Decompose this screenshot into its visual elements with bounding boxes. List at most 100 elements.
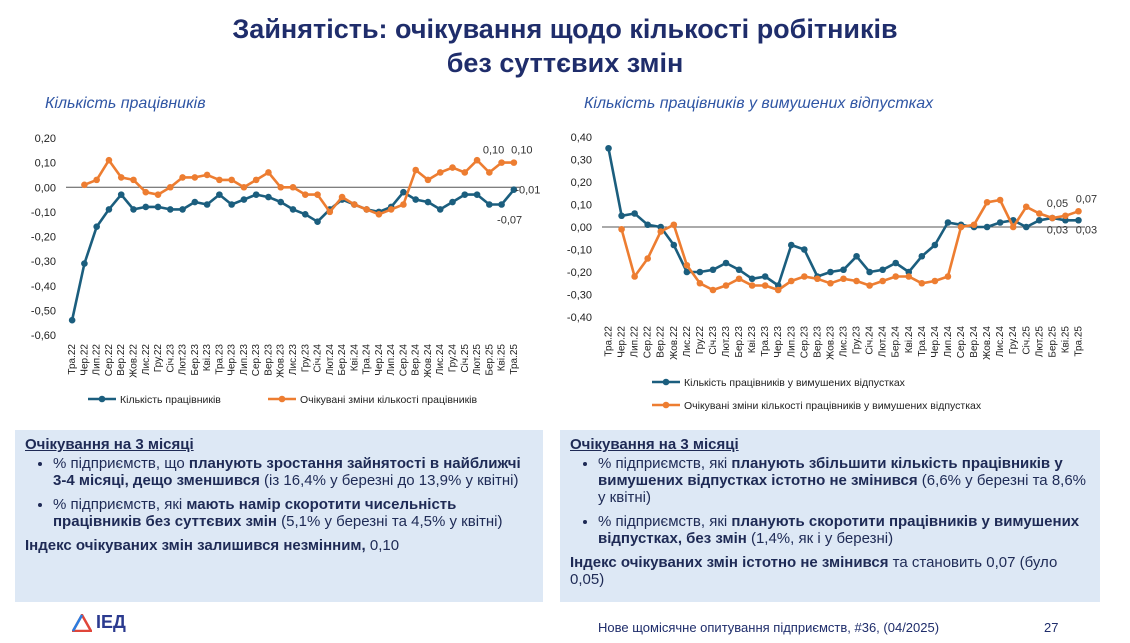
x-tick-label: Гру.23 <box>852 326 863 355</box>
x-tick-label: Лип.22 <box>630 326 641 358</box>
bullet-list: % підприємств, які планують збільшити кі… <box>570 455 1090 547</box>
y-tick-label: 0,40 <box>571 132 592 144</box>
data-point <box>814 275 821 283</box>
data-point <box>314 191 321 198</box>
legend-swatch-dot <box>98 395 106 403</box>
chart-title: Кількість працівників <box>45 95 206 112</box>
x-tick-label: Лис.23 <box>288 344 299 375</box>
bullet: % підприємств, які планують збільшити кі… <box>598 455 1090 506</box>
data-point <box>1022 203 1030 211</box>
data-point <box>142 188 150 196</box>
box-heading: Очікування на 3 місяці <box>570 436 739 453</box>
legend-label: Кількість працівників <box>120 394 221 406</box>
x-tick-label: Жов.23 <box>276 344 287 378</box>
bold-text: планують зростання зайнятості в найближч… <box>53 455 521 489</box>
legend-swatch-dot <box>278 395 286 403</box>
x-tick-label: Лют.24 <box>878 326 889 358</box>
y-tick-label: 0,30 <box>571 155 592 167</box>
data-point <box>400 188 407 196</box>
data-point <box>510 159 518 166</box>
data-point <box>1036 216 1043 224</box>
x-tick-label: Жов.22 <box>669 326 680 360</box>
logo-icon <box>72 613 92 632</box>
data-point <box>105 156 113 164</box>
data-point <box>631 273 638 280</box>
data-point <box>449 198 456 206</box>
data-point <box>486 201 493 208</box>
x-tick-label: Сер.24 <box>956 326 967 359</box>
data-point <box>473 156 481 164</box>
data-point <box>657 228 665 235</box>
data-point <box>510 186 518 194</box>
text: (5,1% у березні та 4,5% у квітні) <box>276 513 503 530</box>
data-point <box>670 241 678 249</box>
x-tick-label: Лип.23 <box>786 326 797 358</box>
x-tick-label: Лют.25 <box>472 344 483 376</box>
bullet: % підприємств, що планують зростання зай… <box>53 455 533 489</box>
data-point <box>631 210 638 217</box>
data-point <box>240 196 248 203</box>
text: % підприємств, які <box>53 496 187 513</box>
x-tick-label: Сер.24 <box>398 344 409 377</box>
data-point <box>449 164 456 171</box>
data-point <box>461 169 469 176</box>
text: % підприємств, які <box>598 513 732 530</box>
x-tick-label: Бер.25 <box>484 344 495 376</box>
data-point <box>117 174 125 181</box>
data-point <box>1036 210 1043 217</box>
y-tick-label: -0,60 <box>31 330 56 342</box>
summary: Індекс очікуваних змін залишився незмінн… <box>25 537 533 554</box>
data-point <box>1009 223 1017 231</box>
y-tick-label: 0,20 <box>35 133 56 145</box>
data-point <box>944 219 952 226</box>
data-point <box>289 206 297 213</box>
x-tick-label: Тра.23 <box>214 344 225 375</box>
bold-text: планують збільшити кількість працівників… <box>598 455 1063 489</box>
data-point <box>105 206 113 213</box>
data-label: 0,05 <box>1047 198 1068 210</box>
footer-source: Нове щомісячне опитування підприємств, #… <box>598 620 940 635</box>
x-tick-label: Сер.23 <box>251 344 262 377</box>
box-heading: Очікування на 3 місяці <box>25 436 194 453</box>
bullet: % підприємств, які мають намір скоротити… <box>53 496 533 530</box>
data-point <box>879 277 886 285</box>
y-tick-label: -0,30 <box>31 256 56 268</box>
x-tick-label: Чер.22 <box>79 344 90 376</box>
data-point <box>166 206 174 213</box>
x-tick-label: Жов.24 <box>423 344 434 378</box>
text: % підприємств, що <box>53 455 189 472</box>
legend-swatch-dot <box>662 401 670 409</box>
data-point <box>1062 212 1069 220</box>
data-point <box>166 183 174 191</box>
data-point <box>154 191 162 198</box>
x-tick-label: Січ.24 <box>865 326 876 355</box>
text-box: Очікування на 3 місяці % підприємств, які… <box>560 430 1100 602</box>
data-point <box>498 201 505 208</box>
text: % підприємств, які <box>598 455 732 472</box>
x-tick-label: Сер.22 <box>643 326 654 359</box>
data-label: 0,03 <box>1047 224 1068 236</box>
x-tick-label: Чер.24 <box>374 344 385 376</box>
text: та становить 0,07 (було 0,05) <box>570 554 1058 588</box>
data-point <box>970 221 978 229</box>
x-tick-label: Тра.24 <box>362 344 373 375</box>
x-tick-label: Чер.22 <box>617 326 628 358</box>
data-point <box>696 279 704 287</box>
data-point <box>265 169 272 176</box>
x-tick-label: Лип.22 <box>92 344 103 376</box>
data-point <box>944 273 952 280</box>
data-point <box>314 218 321 226</box>
data-point <box>351 201 358 208</box>
data-point <box>840 275 847 283</box>
data-point <box>1075 216 1082 224</box>
data-point <box>683 268 691 276</box>
data-point <box>1049 214 1056 222</box>
data-point <box>735 266 743 274</box>
x-tick-label: Лис.22 <box>141 344 152 375</box>
data-point <box>375 211 383 218</box>
data-point <box>709 286 717 294</box>
x-tick-label: Бер.25 <box>1047 326 1058 358</box>
x-tick-label: Жов.22 <box>128 344 139 378</box>
data-point <box>81 181 88 189</box>
data-point <box>905 273 913 280</box>
